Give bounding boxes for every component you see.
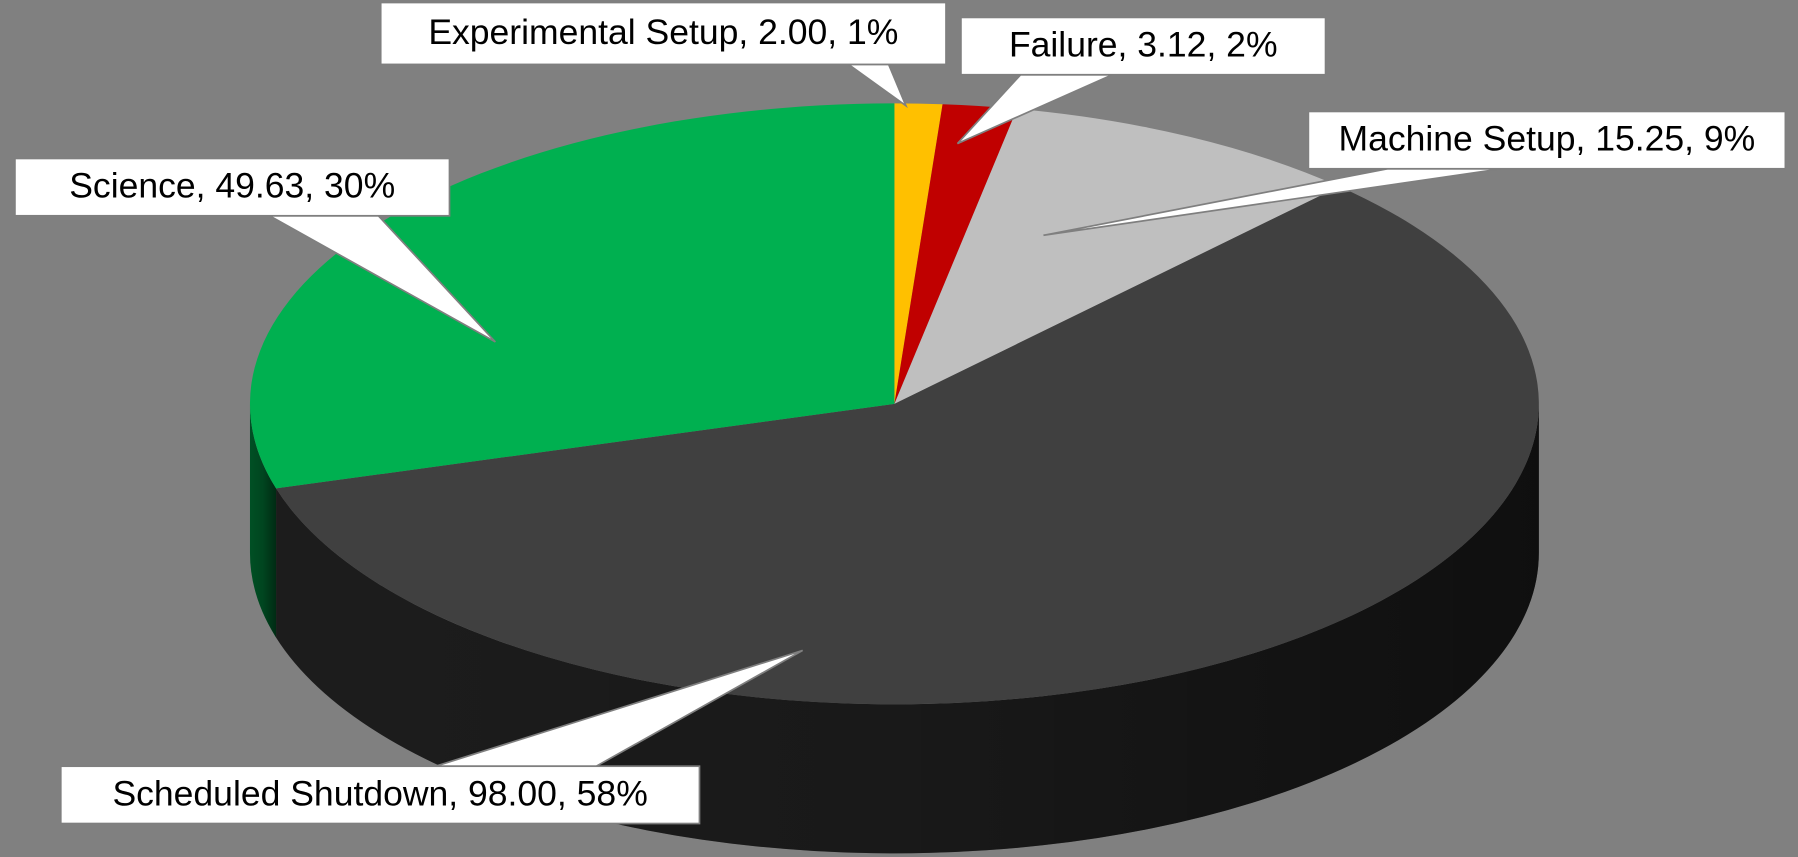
label-text: Machine Setup, 15.25, 9% — [1338, 119, 1755, 159]
data-label: Failure, 3.12, 2% — [956, 16, 1327, 145]
label-box — [960, 16, 1327, 76]
data-label: Scheduled Shutdown, 98.00, 58% — [59, 649, 804, 825]
label-box — [59, 765, 701, 825]
label-text: Failure, 3.12, 2% — [1009, 25, 1278, 65]
label-text: Science, 49.63, 30% — [69, 166, 395, 206]
slice — [249, 103, 895, 489]
data-label: Machine Setup, 15.25, 9% — [1043, 110, 1787, 237]
slice — [276, 186, 1539, 705]
data-label: Experimental Setup, 2.00, 1% — [379, 1, 947, 109]
data-label: Science, 49.63, 30% — [14, 157, 496, 343]
label-text: Experimental Setup, 2.00, 1% — [428, 12, 898, 52]
slice-side-shade — [249, 403, 277, 638]
slice — [894, 104, 1018, 404]
label-box — [379, 1, 947, 66]
label-text: Scheduled Shutdown, 98.00, 58% — [112, 773, 647, 813]
label-box — [1307, 110, 1787, 170]
slice — [894, 103, 943, 404]
label-box — [14, 157, 451, 217]
slice — [894, 108, 1340, 404]
